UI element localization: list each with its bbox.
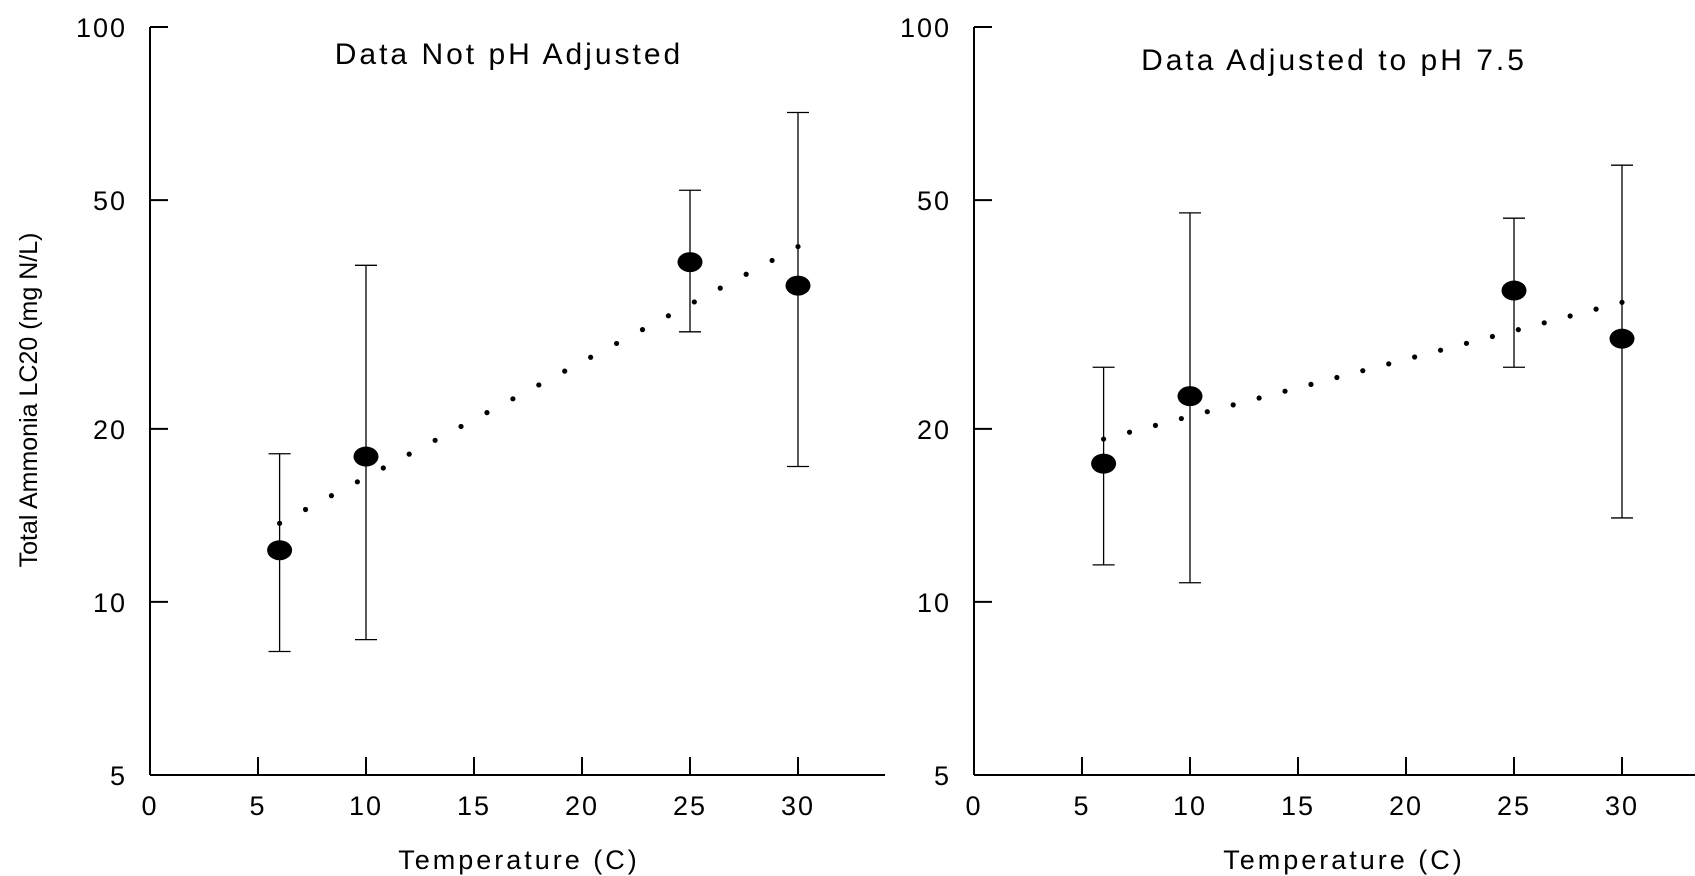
y-tick-label: 5 (110, 761, 127, 791)
trend-dot (639, 327, 646, 333)
trend-dot (588, 354, 594, 360)
trend-dot (1230, 402, 1236, 408)
trend-dot (1489, 333, 1495, 340)
trend-dot (1126, 429, 1133, 435)
trend-dot (1360, 368, 1366, 374)
y-tick-label: 100 (900, 13, 951, 43)
x-tick-label: 5 (1073, 791, 1090, 821)
trend-dot (432, 437, 438, 443)
data-point (353, 446, 379, 467)
y-tick-label: 20 (917, 415, 951, 445)
trend-dot (1334, 374, 1340, 381)
x-tick-label: 10 (349, 791, 383, 821)
trend-dot (613, 340, 620, 347)
trend-dot (484, 410, 490, 416)
y-tick-label: 50 (93, 186, 127, 216)
trend-dot (691, 299, 697, 305)
x-tick-label: 5 (249, 791, 266, 821)
trend-dot (1152, 422, 1159, 428)
data-point (1501, 280, 1527, 301)
trend-dot (1437, 347, 1444, 353)
x-axis-label: Temperature (C) (1223, 845, 1465, 875)
x-tick-label: 15 (457, 791, 491, 821)
trend-dot (354, 479, 360, 485)
x-tick-label: 0 (141, 791, 158, 821)
x-tick-label: 20 (1389, 791, 1423, 821)
y-tick-label: 5 (934, 761, 951, 791)
trend-dot (1541, 320, 1547, 326)
x-tick-label: 20 (565, 791, 599, 821)
trend-dot (406, 451, 412, 457)
data-point (677, 252, 703, 273)
trend-dot (1178, 415, 1184, 422)
data-point (1609, 328, 1635, 349)
y-tick-label: 100 (76, 13, 127, 43)
x-tick-label: 25 (1497, 791, 1531, 821)
x-tick-label: 15 (1281, 791, 1315, 821)
x-tick-label: 30 (1605, 791, 1639, 821)
trend-dot (1386, 361, 1392, 367)
trend-dot (380, 465, 386, 471)
trend-dot (302, 506, 309, 513)
trend-dot (1593, 306, 1599, 312)
data-point (1091, 453, 1117, 474)
x-tick-label: 10 (1173, 791, 1207, 821)
trend-dot (1308, 381, 1314, 387)
trend-dot (562, 368, 568, 374)
trend-dot (1463, 340, 1470, 346)
trend-dot (1282, 388, 1288, 394)
trend-dot (510, 396, 516, 402)
data-point (785, 275, 811, 296)
trend-dot (1515, 327, 1521, 333)
y-tick-label: 20 (93, 415, 127, 445)
trend-dot (1412, 354, 1418, 360)
data-point (1177, 386, 1203, 407)
trend-dot (1256, 395, 1262, 401)
trend-dot (458, 423, 464, 430)
trend-dot (743, 271, 749, 277)
trend-dot (717, 285, 723, 291)
trend-dot (1204, 409, 1210, 415)
chart-title: Data Not pH Adjusted (335, 38, 684, 71)
data-point (267, 540, 293, 561)
chart-title: Data Adjusted to pH 7.5 (1141, 44, 1527, 77)
trend-dot (665, 313, 672, 319)
trend-dot (536, 382, 542, 388)
trend-dot (769, 257, 775, 264)
y-axis-label: Total Ammonia LC20 (mg N/L) (15, 233, 43, 568)
y-tick-label: 50 (917, 186, 951, 216)
x-tick-label: 30 (781, 791, 815, 821)
y-tick-label: 10 (917, 588, 951, 618)
trend-dot (1567, 313, 1573, 319)
y-tick-label: 10 (93, 588, 127, 618)
x-tick-label: 0 (965, 791, 982, 821)
x-tick-label: 25 (673, 791, 707, 821)
x-axis-label: Temperature (C) (398, 845, 640, 875)
trend-dot (328, 493, 335, 499)
